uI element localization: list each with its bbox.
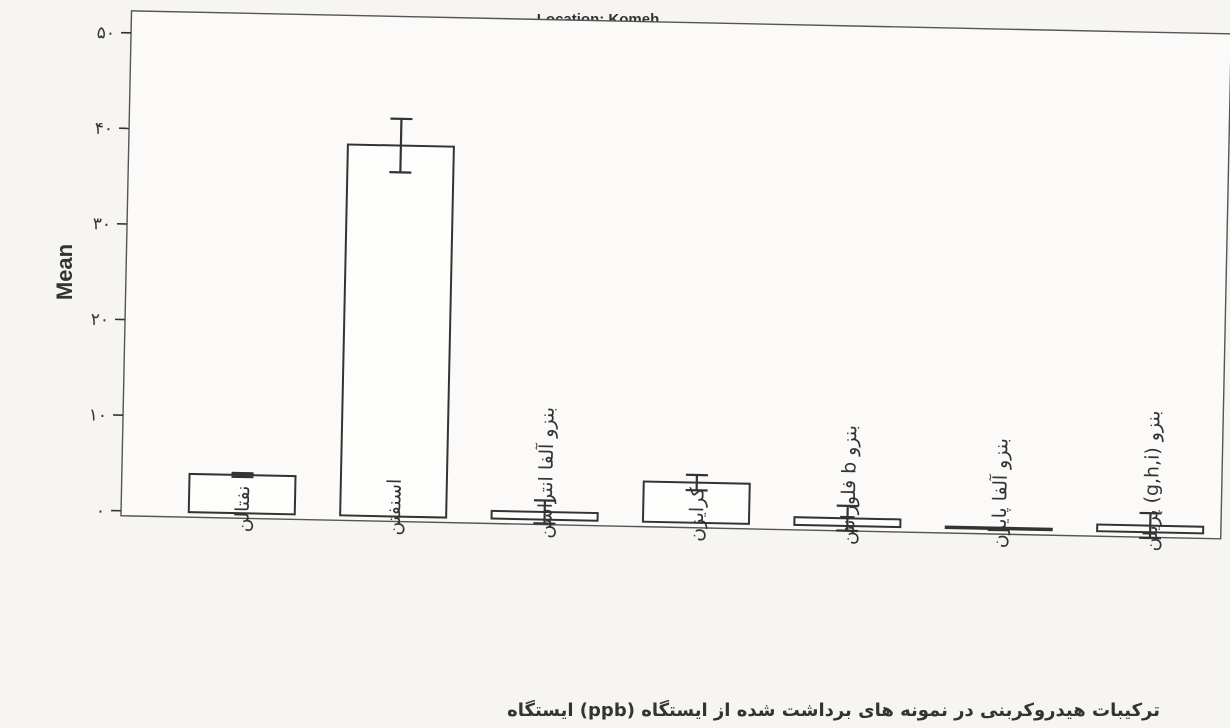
y-axis-label: Mean — [52, 244, 77, 300]
y-axis: ۰ ۱۰ ۲۰ ۳۰ ۴۰ ۵۰ — [89, 23, 132, 521]
y-tick-label: ۳۰ — [93, 214, 112, 234]
y-tick-label: ۲۰ — [91, 310, 110, 330]
x-tick-label: کرایزن — [686, 486, 709, 542]
y-tick-label: ۱۰ — [89, 405, 108, 425]
x-tick-label: نفتالن — [231, 485, 254, 532]
x-tick-label: بنزو آلفا پایرن — [986, 438, 1012, 549]
figure-caption: ترکیبات هیدروکربنی در نمونه های برداشت ش… — [507, 700, 1160, 721]
error-bar — [846, 505, 849, 531]
error-bars — [231, 117, 1162, 540]
x-tick-label: بنزو (g,h,i) پریلن — [1140, 410, 1165, 551]
x-tick-label: بنزو آلفا انتراسن — [532, 407, 559, 539]
x-tick-label: اسنفتن — [383, 478, 406, 535]
plot-frame — [120, 10, 1230, 540]
error-bar — [1148, 513, 1152, 539]
y-tick-label: ۰ — [96, 501, 106, 521]
bars — [187, 143, 1205, 535]
bar — [339, 143, 455, 519]
x-tick-labels: نفتالن اسنفتن بنزو آلفا انتراسن کرایزن بنزو … — [231, 407, 1165, 552]
x-tick-label: بنزو b فلورانتن — [837, 425, 862, 545]
y-tick-label: ۵۰ — [97, 23, 116, 43]
error-bar — [399, 118, 403, 173]
y-tick-label: ۴۰ — [95, 119, 114, 139]
